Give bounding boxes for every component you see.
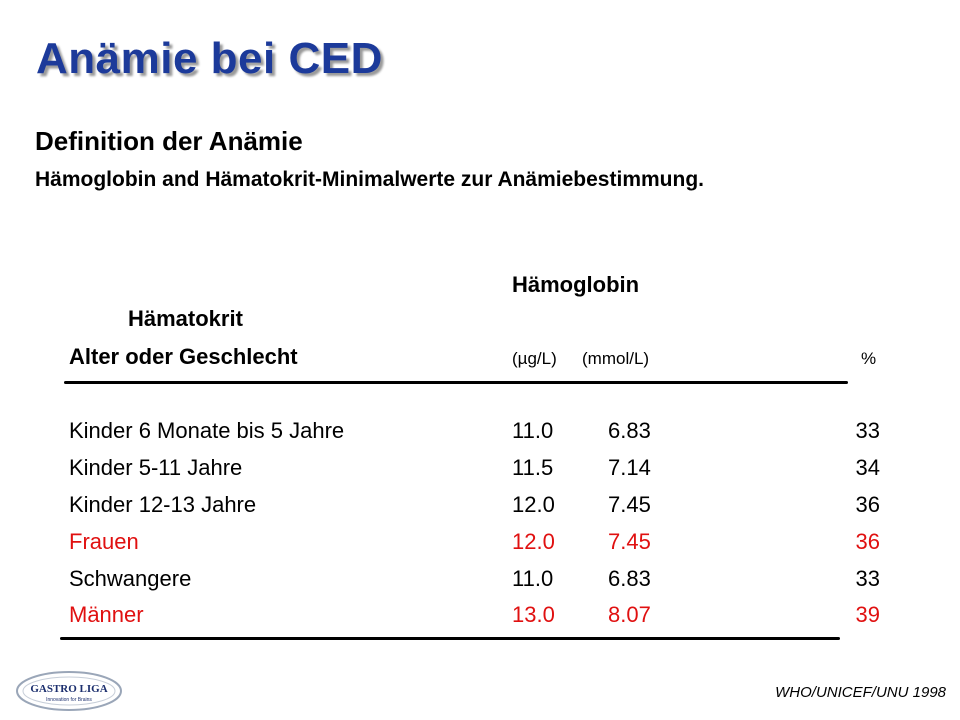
table-row: Männer 13.0 8.07 39 [0, 602, 960, 634]
row-mmol-value: 8.07 [608, 602, 651, 627]
logo-tagline: Innovation for Brains [46, 697, 92, 703]
row-percent-value: 36 [855, 529, 880, 554]
row-mmol-value: 7.45 [608, 492, 651, 517]
row-hb-value: 13.0 [512, 602, 555, 627]
row-percent-value: 36 [855, 492, 880, 517]
row-percent-value: 39 [855, 602, 880, 627]
row-percent-value: 33 [855, 566, 880, 591]
logo-text: GASTRO LIGA [30, 683, 107, 695]
unit-percent: % [861, 349, 877, 368]
table-row: Kinder 6 Monate bis 5 Jahre 11.0 6.83 33 [0, 418, 960, 450]
row-label: Schwangere [69, 566, 192, 591]
row-hb-value: 11.5 [512, 455, 554, 480]
unit-gl: (µg/L) [512, 349, 557, 368]
slide-title: Anämie bei CED [36, 34, 383, 83]
gastroliga-logo: GASTRO LIGA Innovation for Brains [16, 671, 122, 711]
header-rule [64, 381, 848, 384]
table-row: Kinder 12-13 Jahre 12.0 7.45 36 [0, 492, 960, 524]
row-label: Kinder 12-13 Jahre [69, 492, 257, 517]
row-percent-value: 33 [855, 418, 880, 443]
row-label: Kinder 6 Monate bis 5 Jahre [69, 418, 345, 443]
row-label: Frauen [69, 529, 139, 554]
table-row: Schwangere 11.0 6.83 33 [0, 566, 960, 598]
row-percent-value: 34 [855, 455, 880, 480]
table-row: Frauen 12.0 7.45 36 [0, 529, 960, 561]
footer-rule [60, 637, 840, 640]
header-age: Alter oder Geschlecht [69, 344, 298, 369]
unit-mmol: (mmol/L) [582, 349, 650, 368]
section-heading: Definition der Anämie [35, 126, 303, 156]
table-row: Kinder 5-11 Jahre 11.5 7.14 34 [0, 455, 960, 487]
header-hemoglobin: Hämoglobin [512, 272, 640, 297]
row-label: Männer [69, 602, 144, 627]
row-hb-value: 12.0 [512, 492, 555, 517]
row-mmol-value: 7.45 [608, 529, 651, 554]
row-mmol-value: 6.83 [608, 418, 651, 443]
header-hematocrit: Hämatokrit [128, 306, 243, 331]
row-hb-value: 11.0 [512, 418, 554, 443]
row-hb-value: 12.0 [512, 529, 555, 554]
row-mmol-value: 7.14 [608, 455, 651, 480]
source-citation: WHO/UNICEF/UNU 1998 [775, 684, 946, 701]
row-label: Kinder 5-11 Jahre [69, 455, 243, 480]
description-text: Hämoglobin and Hämatokrit-Minimalwerte z… [35, 168, 704, 191]
row-mmol-value: 6.83 [608, 566, 651, 591]
row-hb-value: 11.0 [512, 566, 554, 591]
